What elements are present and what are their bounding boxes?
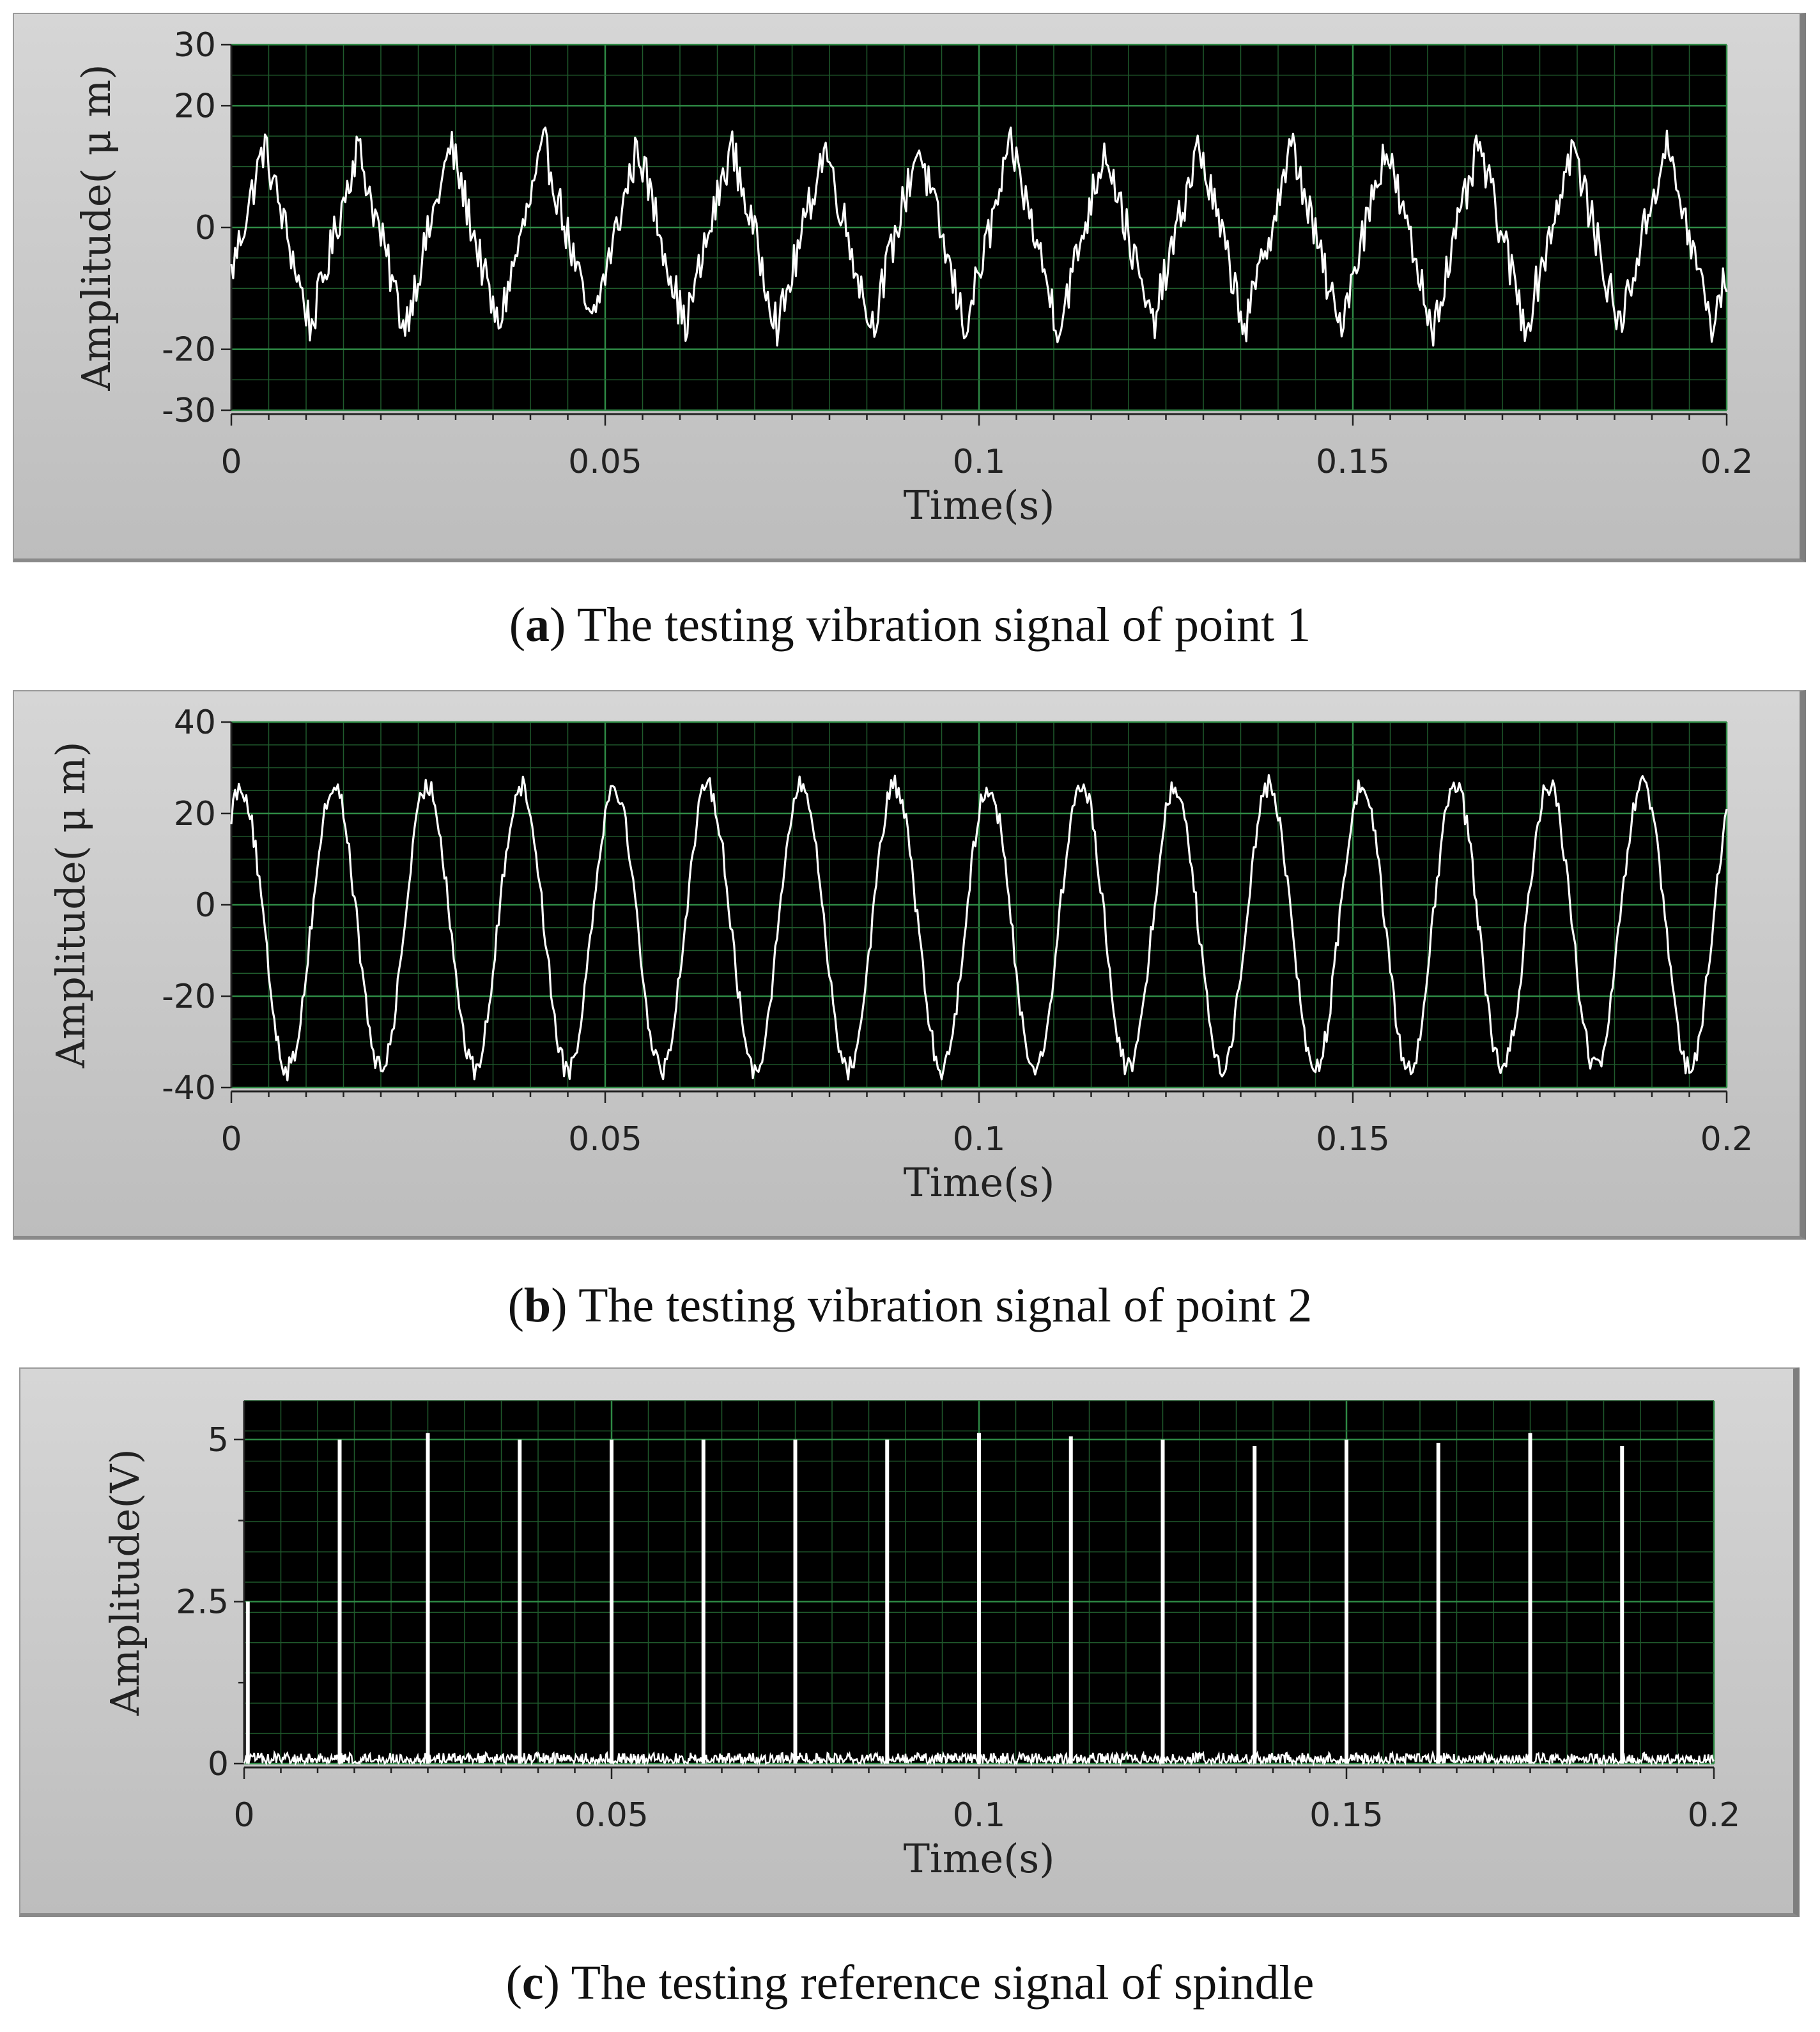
x-axis-label: Time(s): [904, 1159, 1055, 1206]
chart-panel-b: 0 0.05 0.1 0.15 0.2 40 20 0 -20 -40 Time(s) Amplitu…: [13, 690, 1806, 1240]
y-tick-label: -30: [162, 392, 216, 430]
x-tick-label: 0.1: [953, 1796, 1006, 1835]
chart-a: 0 0.05 0.1 0.15 0.2 30 20 0 -20 -30 Time(s) Amplitu…: [73, 26, 1754, 528]
chart-panel-a: 0 0.05 0.1 0.15 0.2 30 20 0 -20 -30 Time(s) Amplitu…: [13, 13, 1806, 562]
y-axis-label: Amplitude( μ m): [73, 64, 120, 391]
pulse-spike: [793, 1439, 798, 1764]
x-tick-label: 0: [220, 443, 242, 481]
pulse-spike: [1253, 1446, 1257, 1764]
signal-trace: [230, 774, 1728, 1082]
x-tick-label: 0.1: [953, 443, 1006, 481]
x-tick-label: 0.15: [1316, 1120, 1390, 1158]
y-tick-label: 0: [195, 209, 216, 247]
x-tick-label: 0: [220, 1120, 242, 1158]
y-tick-label: 0: [208, 1745, 229, 1783]
y-axis-label: Amplitude( μ m): [47, 741, 94, 1068]
pulse-spike: [977, 1433, 981, 1764]
y-tick-label: 30: [174, 26, 216, 65]
pulse-spike: [518, 1439, 522, 1764]
chart-panel-c: 0 0.05 0.1 0.15 0.2 5 2.5 0 Time(s) Amplitude(V): [19, 1367, 1800, 1917]
x-tick-label: 0.05: [575, 1796, 649, 1835]
x-tick-label: 0.05: [568, 443, 642, 481]
y-axis-label: Amplitude(V): [102, 1449, 148, 1716]
pulse-spike: [701, 1439, 706, 1764]
x-tick-label: 0.2: [1700, 1120, 1754, 1158]
pulse-spike: [1345, 1439, 1348, 1764]
caption-b: (b) The testing vibration signal of poin…: [507, 1279, 1313, 1332]
y-tick-label: 5: [208, 1421, 229, 1459]
x-axis-label: Time(s): [904, 1835, 1055, 1882]
x-tick-label: 0: [233, 1796, 254, 1835]
x-tick-label: 0.1: [953, 1120, 1006, 1158]
signal-trace: [230, 127, 1728, 347]
pulse-spike: [337, 1439, 342, 1764]
pulse-spike: [1620, 1446, 1624, 1764]
x-tick-label: 0.05: [568, 1120, 642, 1158]
y-tick-label: 0: [195, 886, 216, 925]
pulse-spike: [610, 1439, 613, 1764]
pulse-spike: [1528, 1433, 1532, 1764]
pulse-spike: [885, 1439, 890, 1764]
pulse-spike: [245, 1601, 250, 1764]
chart-c: 0 0.05 0.1 0.15 0.2 5 2.5 0 Time(s) Amplitude(V): [102, 1400, 1741, 1882]
y-tick-label: 40: [174, 704, 216, 742]
y-tick-label: 20: [174, 87, 216, 125]
grid: [230, 43, 1728, 412]
y-tick-label: -40: [162, 1069, 216, 1107]
pulse-spike: [1068, 1436, 1073, 1764]
x-tick-label: 0.15: [1309, 1796, 1384, 1835]
x-tick-label: 0.2: [1688, 1796, 1741, 1835]
x-tick-label: 0.2: [1700, 443, 1754, 481]
x-tick-label: 0.15: [1316, 443, 1390, 481]
x-axis-label: Time(s): [904, 482, 1055, 528]
pulse-spike: [1161, 1439, 1165, 1764]
grid: [230, 721, 1728, 1089]
y-tick-label: -20: [162, 978, 216, 1016]
y-tick-label: -20: [162, 331, 216, 369]
pulse-spike: [1436, 1442, 1440, 1764]
y-tick-label: 2.5: [176, 1583, 229, 1621]
pulse-spike: [426, 1433, 430, 1764]
chart-b: 0 0.05 0.1 0.15 0.2 40 20 0 -20 -40 Time(s) Amplitu…: [47, 704, 1754, 1206]
y-tick-label: 20: [174, 795, 216, 833]
caption-c: (c) The testing reference signal of spin…: [505, 1956, 1315, 2010]
caption-a: (a) The testing vibration signal of poin…: [509, 598, 1311, 652]
